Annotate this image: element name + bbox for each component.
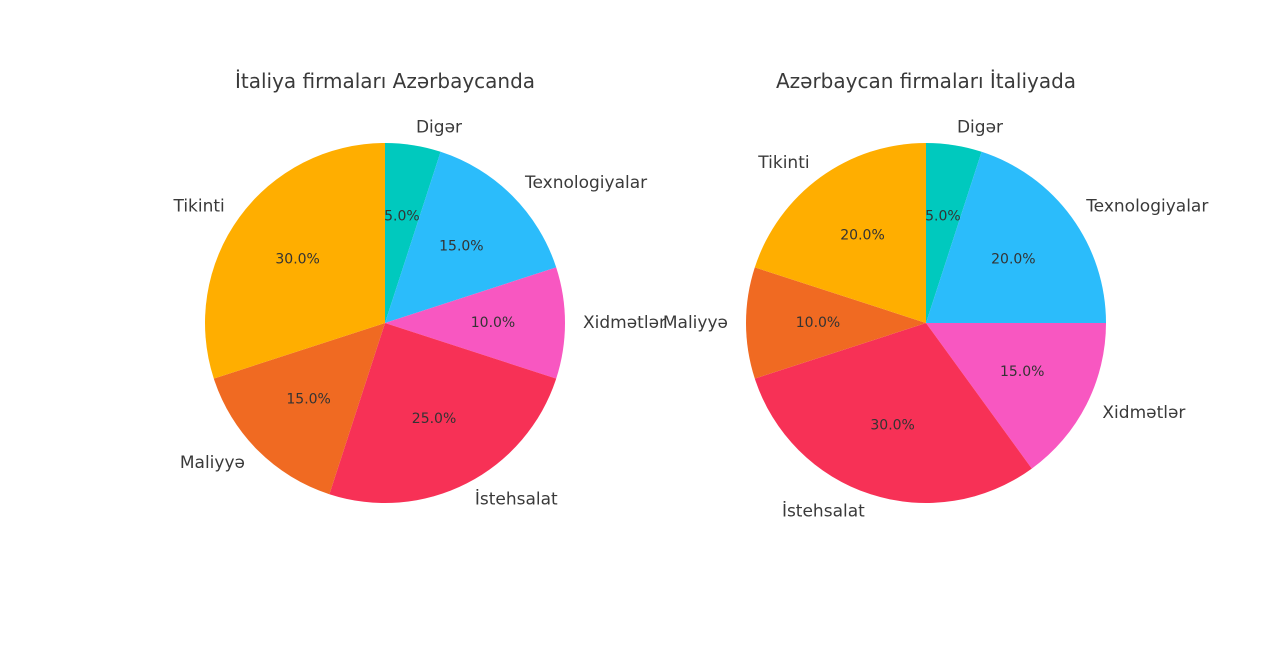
pie-slice-dig-r <box>926 143 982 323</box>
percent-label: 15.0% <box>1000 364 1044 380</box>
category-label: Digər <box>957 117 1003 137</box>
pie-slice-tikinti <box>754 143 926 323</box>
category-label: Xidmətlər <box>1102 403 1185 423</box>
pie-slice-texnologiyalar <box>926 151 1106 323</box>
chart-title: İtaliya firmaları Azərbaycanda <box>235 69 535 93</box>
percent-label: 10.0% <box>796 315 840 331</box>
pie-chart-1: İtaliya firmaları Azərbaycanda 5.0% Digər 1… <box>172 69 666 509</box>
percent-label: 25.0% <box>412 411 456 427</box>
category-label: İstehsalat <box>782 500 865 521</box>
percent-label: 30.0% <box>870 418 914 434</box>
pie-slice-maliyy- <box>213 323 385 495</box>
pie-slice-i-stehsalat <box>329 323 557 503</box>
chart-title: Azərbaycan firmaları İtaliyada <box>776 69 1076 93</box>
percent-label: 15.0% <box>286 391 330 407</box>
pie-slice-maliyy- <box>746 267 926 379</box>
pie-slice-xidm-tl-r <box>926 323 1106 469</box>
category-label: Texnologiyalar <box>524 173 647 193</box>
category-label: Tikinti <box>757 153 809 173</box>
percent-label: 20.0% <box>991 252 1035 268</box>
pie-slice-tikinti <box>205 143 385 379</box>
category-label: İstehsalat <box>475 488 558 509</box>
category-label: Tikinti <box>172 197 224 217</box>
percent-label: 20.0% <box>840 228 884 244</box>
percent-label: 5.0% <box>384 208 420 224</box>
pie-chart-2: Azərbaycan firmaları İtaliyada 5.0% Digər 2… <box>663 69 1208 521</box>
percent-label: 5.0% <box>925 208 961 224</box>
pie-slice-i-stehsalat <box>754 323 1032 503</box>
category-label: Digər <box>416 117 462 137</box>
category-label: Xidmətlər <box>583 313 666 333</box>
pie-slice-xidm-tl-r <box>385 267 565 379</box>
pie-slice-texnologiyalar <box>385 151 557 323</box>
percent-label: 15.0% <box>439 239 483 255</box>
pie-slice-dig-r <box>385 143 441 323</box>
category-label: Texnologiyalar <box>1085 197 1208 217</box>
category-label: Maliyyə <box>663 313 728 333</box>
category-label: Maliyyə <box>180 453 245 473</box>
percent-label: 30.0% <box>275 252 319 268</box>
percent-label: 10.0% <box>471 315 515 331</box>
